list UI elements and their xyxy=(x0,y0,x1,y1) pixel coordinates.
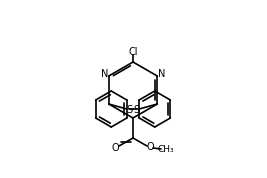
Text: Cl: Cl xyxy=(128,47,138,57)
Text: O: O xyxy=(111,143,119,153)
Text: N: N xyxy=(158,69,165,79)
Text: S: S xyxy=(133,105,139,115)
Text: O: O xyxy=(146,142,154,152)
Text: CH₃: CH₃ xyxy=(158,145,174,155)
Text: N: N xyxy=(101,69,108,79)
Text: S: S xyxy=(127,105,133,115)
